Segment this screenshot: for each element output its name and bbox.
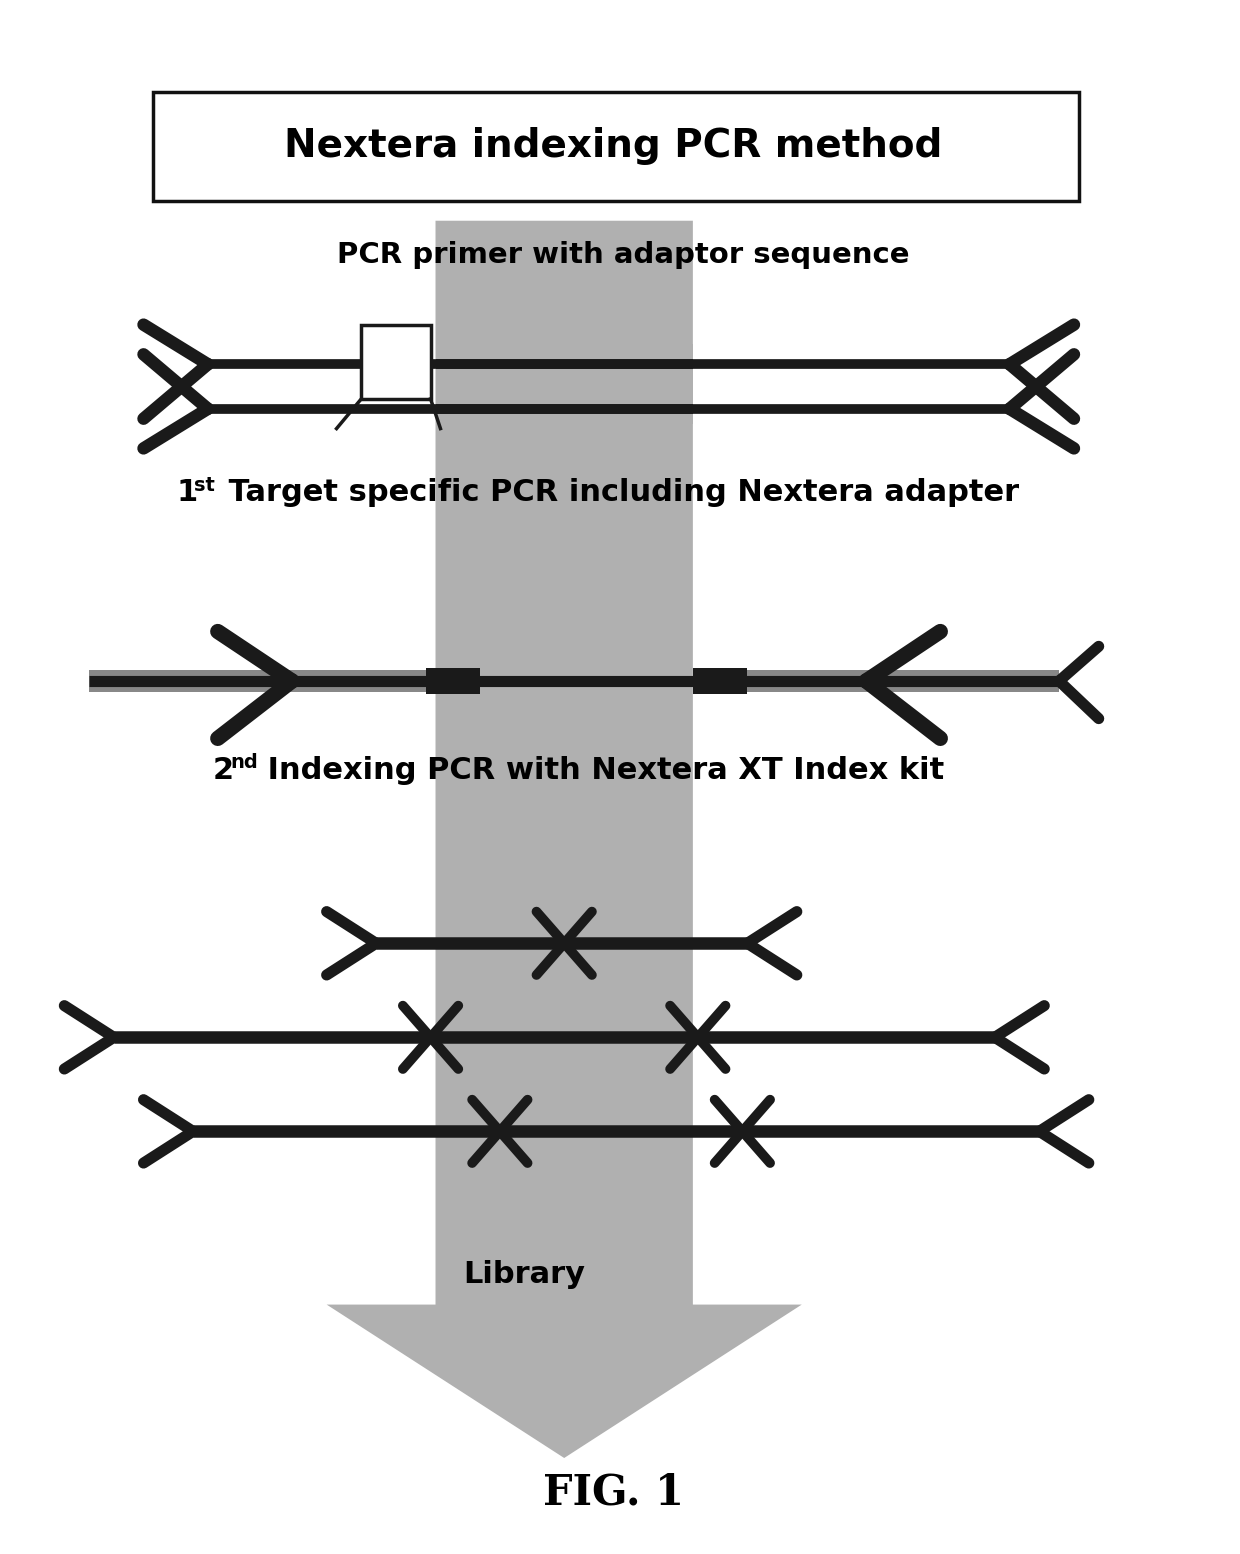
Bar	[703, 670, 1059, 692]
Bar	[89, 670, 435, 692]
Text: Library: Library	[464, 1260, 585, 1290]
Polygon shape	[326, 221, 802, 1458]
Text: 2: 2	[213, 755, 234, 785]
Text: Indexing PCR with Nextera XT Index kit: Indexing PCR with Nextera XT Index kit	[258, 755, 945, 785]
Text: PCR primer with adaptor sequence: PCR primer with adaptor sequence	[337, 241, 910, 269]
Text: Nextera indexing PCR method: Nextera indexing PCR method	[284, 127, 942, 165]
Text: 1: 1	[176, 479, 197, 508]
Text: st: st	[193, 476, 215, 494]
Bar	[361, 325, 430, 399]
Text: FIG. 1: FIG. 1	[543, 1472, 684, 1514]
Bar	[435, 345, 693, 424]
Bar	[425, 668, 480, 693]
Bar	[154, 92, 1079, 200]
Text: Target specific PCR including Nextera adapter: Target specific PCR including Nextera ad…	[218, 479, 1019, 508]
Bar	[693, 668, 748, 693]
Text: nd: nd	[231, 752, 258, 772]
